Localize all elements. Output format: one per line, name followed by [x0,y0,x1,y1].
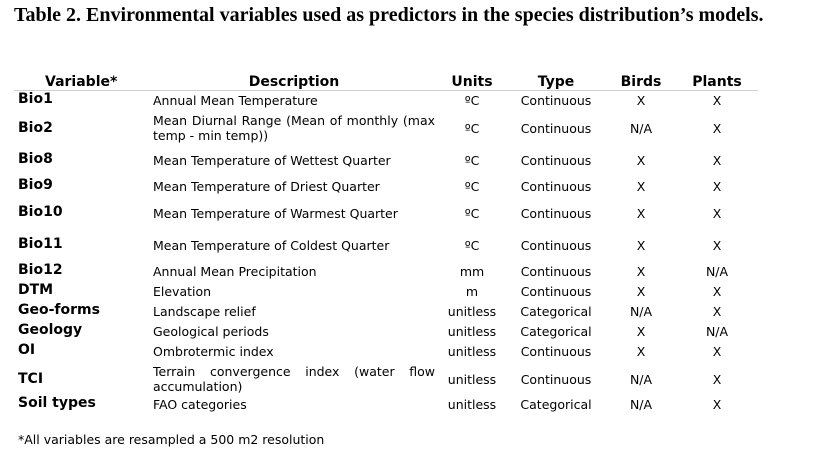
cell-type: Continuous [520,206,592,221]
cell-units: ºC [464,121,480,136]
cell-type: Continuous [520,264,592,279]
cell-variable: Bio9 [18,177,53,193]
cell-units: unitless [447,397,497,412]
cell-variable: Bio1 [18,91,53,107]
cell-plants: X [712,397,722,412]
cell-plants: X [712,153,722,168]
cell-birds: N/A [629,372,653,387]
cell-plants: X [712,121,722,136]
cell-description: Mean Temperature of Driest Quarter [153,179,380,194]
cell-variable: Bio10 [18,204,63,220]
cell-units: mm [459,264,485,279]
cell-units: ºC [464,153,480,168]
cell-description: Ombrotermic index [153,344,274,359]
cell-plants: X [712,179,722,194]
cell-variable: Bio11 [18,236,63,252]
cell-type: Continuous [520,153,592,168]
cell-description: Mean Temperature of Coldest Quarter [153,238,390,253]
cell-birds: X [636,153,646,168]
header-units: Units [451,74,493,90]
cell-birds: N/A [629,121,653,136]
cell-plants: X [712,344,722,359]
cell-units: ºC [464,206,480,221]
cell-plants: X [712,372,722,387]
cell-units: unitless [447,324,497,339]
cell-description: Landscape relief [153,304,256,319]
cell-type: Categorical [520,324,592,339]
table-title: Table 2. Environmental variables used as… [14,4,764,26]
header-birds: Birds [620,74,662,90]
cell-units: ºC [464,93,480,108]
header-plants: Plants [692,74,742,90]
cell-description: Annual Mean Temperature [153,93,318,108]
cell-type: Categorical [520,397,592,412]
cell-plants: X [712,206,722,221]
cell-plants: X [712,238,722,253]
cell-units: ºC [464,179,480,194]
cell-birds: X [636,93,646,108]
header-variable: Variable* [45,74,118,90]
cell-variable: Geology [18,322,83,338]
cell-birds: X [636,179,646,194]
cell-type: Continuous [520,238,592,253]
cell-description: Mean Temperature of Warmest Quarter [153,206,398,221]
cell-variable: TCI [18,371,44,387]
cell-description: Elevation [153,284,212,299]
cell-birds: X [636,284,646,299]
cell-type: Continuous [520,344,592,359]
cell-description: Mean Temperature of Wettest Quarter [153,153,391,168]
cell-variable: OI [18,342,36,358]
cell-variable: Bio8 [18,151,53,167]
cell-description: Terrain convergence index (water flow ac… [153,364,435,394]
cell-description: Geological periods [153,324,269,339]
cell-plants: X [712,93,722,108]
cell-birds: X [636,238,646,253]
cell-type: Continuous [520,372,592,387]
cell-variable: DTM [18,282,54,298]
cell-variable: Soil types [18,395,96,411]
cell-type: Continuous [520,121,592,136]
cell-plants: N/A [705,324,729,339]
cell-plants: N/A [705,264,729,279]
cell-units: m [465,284,479,299]
header-divider [14,90,758,91]
cell-description: Annual Mean Precipitation [153,264,317,279]
cell-birds: X [636,206,646,221]
cell-description: FAO categories [153,397,247,412]
cell-birds: X [636,344,646,359]
cell-variable: Bio2 [18,120,53,136]
cell-plants: X [712,304,722,319]
cell-units: unitless [447,372,497,387]
cell-birds: N/A [629,304,653,319]
cell-plants: X [712,284,722,299]
table-header-row: Variable* Description Units Type Birds P… [14,73,758,91]
table-footnote: *All variables are resampled a 500 m2 re… [18,432,325,447]
cell-units: unitless [447,304,497,319]
cell-type: Continuous [520,179,592,194]
header-type: Type [537,74,575,90]
cell-birds: X [636,264,646,279]
cell-type: Continuous [520,284,592,299]
cell-birds: N/A [629,397,653,412]
cell-birds: X [636,324,646,339]
header-description: Description [248,74,340,90]
cell-variable: Geo-forms [18,302,100,318]
cell-units: unitless [447,344,497,359]
cell-type: Categorical [520,304,592,319]
cell-description: Mean Diurnal Range (Mean of monthly (max… [153,113,435,143]
cell-units: ºC [464,238,480,253]
cell-type: Continuous [520,93,592,108]
cell-variable: Bio12 [18,262,63,278]
